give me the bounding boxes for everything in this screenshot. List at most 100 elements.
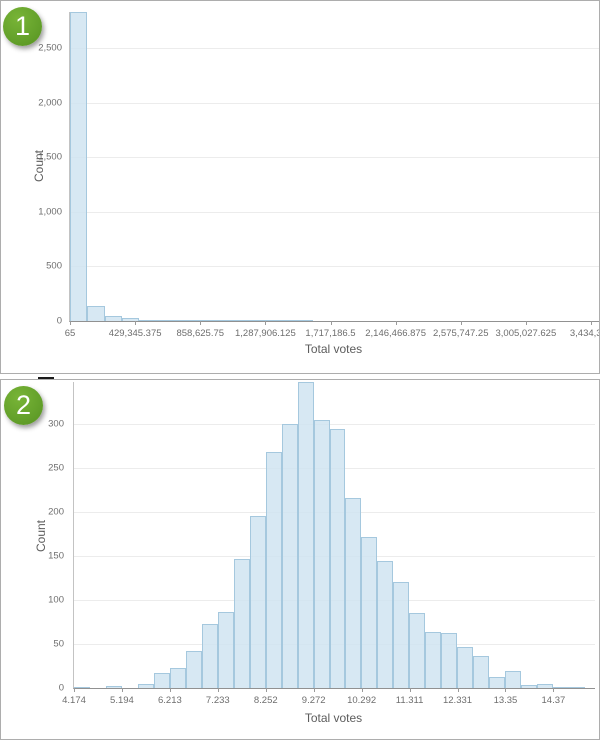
x-tick-mark <box>457 688 459 692</box>
gridline <box>70 211 599 213</box>
histogram-bar[interactable] <box>345 498 362 688</box>
histogram-bar[interactable] <box>393 582 410 688</box>
screenshot-artifact-dash <box>38 377 54 379</box>
histogram-bar[interactable] <box>473 656 490 688</box>
y-tick-label: 300 <box>48 418 64 430</box>
x-tick-label: 65 <box>64 328 76 339</box>
histogram-bar[interactable] <box>225 320 244 321</box>
y-tick-label: 0 <box>56 315 62 327</box>
histogram-bar[interactable] <box>313 419 330 688</box>
y-tick-label: 0 <box>58 682 64 694</box>
histogram-bars <box>74 382 585 688</box>
x-tick-label: 12.331 <box>442 695 473 706</box>
histogram-bar[interactable] <box>201 623 218 688</box>
x-tick-label: 1,287,906.125 <box>234 328 296 339</box>
x-tick-label: 3,005,027.625 <box>495 328 557 339</box>
histogram-bar[interactable] <box>441 633 458 688</box>
histogram-bar[interactable] <box>217 612 234 688</box>
histogram-bar[interactable] <box>295 320 313 321</box>
gridline <box>74 424 595 426</box>
histogram-bar[interactable] <box>569 687 585 688</box>
histogram-bar[interactable] <box>191 320 209 321</box>
x-tick-label: 1,717,186.5 <box>305 328 356 339</box>
histogram-bar[interactable] <box>208 320 226 321</box>
x-tick-label: 858,625.75 <box>176 328 225 339</box>
x-tick-label: 5.194 <box>110 695 134 706</box>
histogram-bar[interactable] <box>260 320 278 321</box>
y-tick-label: 150 <box>48 550 64 562</box>
histogram-bar[interactable] <box>105 686 122 688</box>
x-tick-label: 7.233 <box>205 695 230 706</box>
x-tick-label: 429,345.375 <box>108 328 162 339</box>
histogram-bar[interactable] <box>329 428 346 688</box>
histogram-bar[interactable] <box>281 424 298 688</box>
histogram-bar[interactable] <box>156 320 174 321</box>
x-tick-label: 4.174 <box>62 695 86 706</box>
x-tick-label: 14.37 <box>541 695 566 706</box>
x-tick-mark <box>265 321 267 325</box>
chart-card-1: 0 500 1,000 1,500 2,000 2,500 65 429,345.375 85… <box>0 0 600 374</box>
chart-card-2: 0 50 100 150 200 250 300 4.174 5.194 6.213 7.233 8… <box>0 379 600 740</box>
y-axis-title-2: Count <box>34 519 48 553</box>
histogram-bar[interactable] <box>121 318 140 321</box>
y-axis-tick-labels-2: 0 50 100 150 200 250 300 <box>1 382 64 694</box>
histogram-bar[interactable] <box>70 12 88 321</box>
plot-area-1: 65 429,345.375 858,625.75 1,287,906.125 1,71… <box>65 12 599 339</box>
x-tick-label: 8.252 <box>253 695 278 706</box>
histogram-bar[interactable] <box>153 673 170 688</box>
histogram-bar[interactable] <box>457 646 474 688</box>
x-tick-label: 10.292 <box>347 695 377 706</box>
x-tick-mark <box>313 688 315 692</box>
histogram-bar[interactable] <box>243 320 261 321</box>
y-tick-label: 50 <box>53 638 64 650</box>
step-number-badge-1: 1 <box>3 7 42 46</box>
histogram-bar[interactable] <box>377 560 394 688</box>
histogram-bar[interactable] <box>537 684 554 688</box>
histogram-bar[interactable] <box>139 320 157 321</box>
y-tick-label: 200 <box>48 506 64 518</box>
histogram-bar[interactable] <box>553 687 570 688</box>
x-tick-mark <box>505 688 507 692</box>
histogram-bar[interactable] <box>297 382 314 688</box>
histogram-bar[interactable] <box>169 667 186 688</box>
histogram-bar[interactable] <box>265 452 282 688</box>
histogram-bar[interactable] <box>505 671 522 688</box>
histogram-bar[interactable] <box>104 315 122 321</box>
histogram-bar[interactable] <box>277 320 296 321</box>
histogram-bar[interactable] <box>185 651 202 688</box>
histogram-bar[interactable] <box>425 631 442 688</box>
x-tick-mark <box>409 688 411 692</box>
x-axis-title-2: Total votes <box>304 711 363 725</box>
y-tick-label: 100 <box>48 594 64 606</box>
y-tick-label: 1,500 <box>38 151 62 163</box>
gridline <box>70 266 599 268</box>
step-number-badge-2: 2 <box>4 386 43 425</box>
histogram-bar[interactable] <box>87 306 105 321</box>
x-tick-label: 2,146,466.875 <box>365 328 427 339</box>
x-tick-label: 3,434,308 <box>569 328 599 339</box>
histogram-bar[interactable] <box>409 613 426 688</box>
x-tick-mark <box>525 321 527 325</box>
histogram-bar[interactable] <box>137 683 154 688</box>
histogram-bar[interactable] <box>249 515 266 688</box>
x-tick-mark <box>217 688 219 692</box>
x-tick-mark <box>74 688 75 692</box>
histogram-bar[interactable] <box>521 685 538 688</box>
histogram-bar[interactable] <box>489 676 506 688</box>
x-tick-mark <box>169 688 171 692</box>
gridline <box>70 102 599 104</box>
x-tick-mark <box>553 688 555 692</box>
x-tick-mark <box>121 688 123 692</box>
x-tick-mark <box>265 688 267 692</box>
y-tick-label: 2,500 <box>38 42 62 54</box>
histogram-bar[interactable] <box>233 558 250 688</box>
histogram-bar[interactable] <box>74 687 90 688</box>
gridline <box>70 157 599 159</box>
x-tick-mark <box>330 321 332 325</box>
x-tick-label: 6.213 <box>157 695 182 706</box>
plot-area-2: 4.174 5.194 6.213 7.233 8.252 9.272 10.292 11.3… <box>62 382 595 706</box>
x-tick-mark <box>395 321 397 325</box>
histogram-bar[interactable] <box>361 536 378 688</box>
histogram-bar[interactable] <box>173 320 192 321</box>
histogram-bars <box>70 12 590 321</box>
